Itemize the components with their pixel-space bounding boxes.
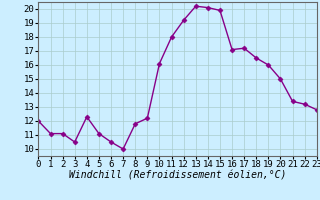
X-axis label: Windchill (Refroidissement éolien,°C): Windchill (Refroidissement éolien,°C) xyxy=(69,171,286,181)
